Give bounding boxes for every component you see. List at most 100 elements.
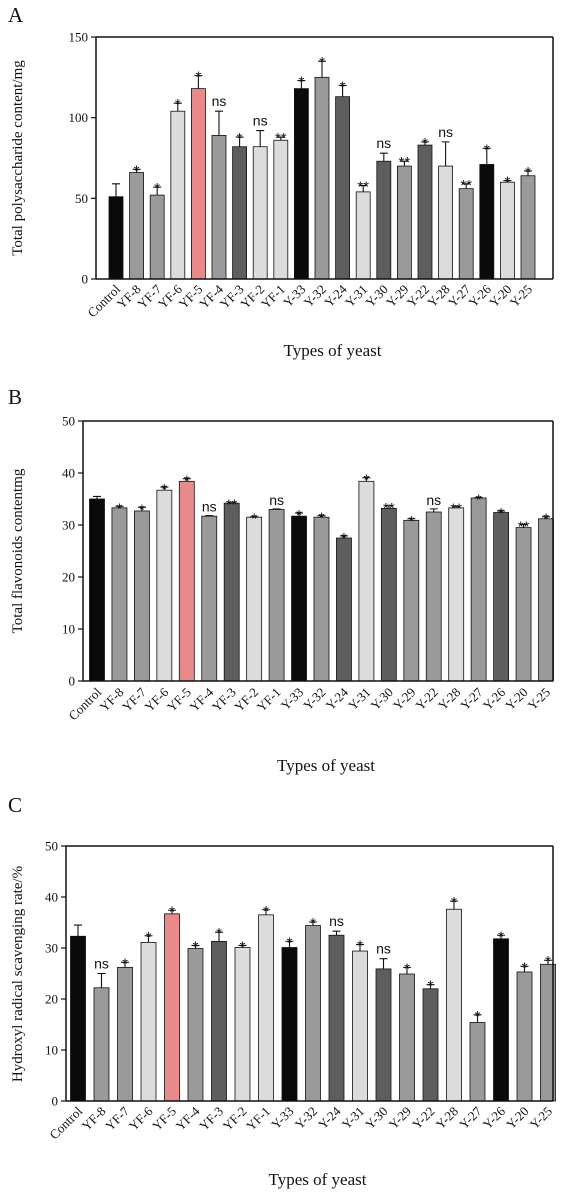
error-bar: [144, 935, 153, 943]
error-bar: [153, 186, 162, 196]
category-label: Y-28: [433, 1104, 461, 1132]
significance-label: *: [498, 928, 504, 945]
error-bar: [497, 510, 506, 513]
error-bar: [262, 909, 270, 915]
category-label: Y-25: [507, 282, 535, 310]
significance-label: *: [122, 955, 128, 972]
significance-label: **: [399, 154, 411, 171]
significance-label: *: [545, 953, 551, 970]
significance-label: ns: [376, 941, 391, 957]
significance-label: **: [450, 500, 462, 517]
bar: [425, 511, 442, 682]
bar: [211, 940, 227, 1102]
significance-label: *: [543, 511, 549, 528]
bar: [258, 914, 274, 1102]
panel-letter-b: B: [8, 388, 22, 409]
error-bar: [544, 959, 552, 965]
significance-label: *: [169, 903, 175, 920]
category-label: Y-26: [480, 1103, 509, 1132]
error-bar: [295, 512, 304, 517]
error-bar: [97, 972, 106, 988]
significance-label: ns: [269, 492, 284, 508]
category-label: Y-25: [525, 685, 553, 713]
y-tick-label: 50: [45, 839, 58, 854]
bar: [422, 988, 439, 1102]
bar: [438, 165, 454, 280]
significance-label: *: [484, 141, 490, 158]
bar: [178, 480, 195, 682]
significance-label: *: [251, 511, 257, 528]
category-label: Y-27: [456, 1103, 485, 1132]
panel-letter-c: C: [8, 793, 22, 817]
y-tick-label: 30: [62, 518, 75, 533]
error-bar: [403, 966, 411, 975]
significance-label: *: [319, 510, 325, 527]
significance-label: ns: [202, 499, 217, 515]
y-tick-label: 30: [45, 941, 58, 956]
category-label: YF-8: [79, 1104, 109, 1134]
significance-label: *: [240, 938, 246, 955]
significance-label: *: [146, 929, 152, 946]
category-label: YF-3: [196, 1104, 226, 1134]
significance-label: *: [475, 1008, 481, 1025]
error-bar: [339, 535, 348, 538]
bar: [232, 146, 248, 280]
significance-label: *: [504, 174, 510, 191]
significance-label: *: [184, 473, 190, 490]
y-tick-label: 50: [75, 191, 88, 206]
y-axis-title: Total polysaccharide content/mg: [10, 60, 26, 256]
significance-label: *: [522, 959, 528, 976]
significance-label: ns: [253, 113, 268, 129]
bar: [448, 507, 465, 682]
error-bar: [524, 170, 532, 176]
error-bar: [429, 508, 438, 512]
significance-label: *: [476, 491, 482, 508]
chart-a-svg: A 050100150Control*YF-8*YF-7*YF-6*YF-5ns…: [8, 3, 554, 360]
significance-label: *: [363, 472, 369, 489]
category-label: Y-29: [386, 1104, 414, 1132]
category-label: Y-20: [503, 1104, 531, 1132]
error-bar: [379, 152, 388, 162]
bar: [305, 925, 321, 1102]
error-bar: [115, 505, 124, 508]
category-label: Y-30: [362, 1104, 390, 1132]
significance-label: *: [154, 180, 160, 197]
y-axis-title: Hydroxyl radical scavenging rate/%: [10, 866, 26, 1082]
error-bar: [276, 136, 285, 141]
panel-b: B 0 10 20 30 40 50 Control * YF-8 * YF-7 * YF-6 * YF-5…: [0, 388, 567, 790]
category-label: YF-6: [126, 1103, 156, 1133]
chart-c-svg: C 01020304050ControlnsYF-8*YF-7*YF-6*YF-…: [8, 793, 556, 1189]
bar: [164, 913, 180, 1102]
error-bar: [384, 505, 393, 509]
bar: [520, 175, 536, 280]
error-bar: [215, 931, 223, 942]
bar: [375, 968, 392, 1102]
bar: [417, 144, 433, 280]
bar: [201, 515, 218, 682]
category-label: Y-22: [412, 685, 440, 713]
bar: [380, 507, 397, 682]
error-bar: [452, 505, 461, 508]
significance-label: **: [383, 500, 395, 517]
category-label: YF-5: [149, 1104, 179, 1134]
bar: [538, 518, 554, 682]
category-label: Y-22: [409, 1104, 437, 1132]
significance-label: *: [298, 74, 304, 91]
significance-label: *: [310, 915, 316, 932]
y-tick-label: 0: [52, 1094, 59, 1109]
bar: [352, 950, 368, 1102]
error-bar: [379, 958, 388, 969]
bar: [187, 948, 204, 1102]
bar: [70, 935, 86, 1102]
error-bar: [112, 183, 120, 197]
y-tick-label: 40: [45, 890, 58, 905]
bar: [129, 172, 145, 280]
bar: [268, 509, 285, 682]
significance-label: ns: [438, 124, 453, 140]
bar: [403, 519, 420, 682]
bar: [291, 515, 307, 682]
category-label: Y-26: [480, 684, 509, 713]
significance-label: *: [193, 938, 199, 955]
error-bar: [215, 110, 223, 136]
significance-label: *: [357, 937, 363, 954]
